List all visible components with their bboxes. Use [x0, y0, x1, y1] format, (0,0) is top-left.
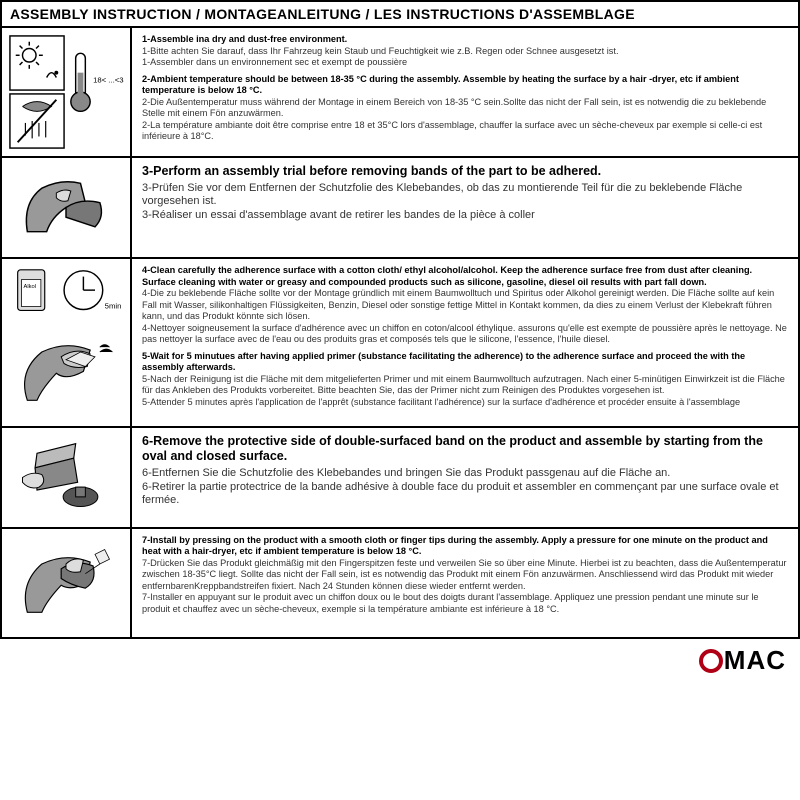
step-2: 2-Ambient temperature should be between … [142, 74, 788, 143]
step-sub-de: 7-Drücken Sie das Produkt gleichmäßig mi… [142, 558, 786, 591]
step-sub-fr: 6-Retirer la partie protectrice de la ba… [142, 481, 788, 509]
step-3: 3-Perform an assembly trial before remov… [142, 164, 788, 223]
icon-cell-4 [2, 428, 132, 527]
step-1: 1-Assemble ina dry and dust-free environ… [142, 34, 788, 69]
icon-cell-5 [2, 529, 132, 638]
text-cell-4: 6-Remove the protective side of double-s… [132, 428, 798, 527]
step-sub-fr: 3-Réaliser un essai d'assemblage avant d… [142, 209, 788, 223]
text-cell-3: 4-Clean carefully the adherence surface … [132, 259, 798, 426]
peel-tape-icon [8, 434, 124, 521]
step-sub-fr: 5-Attender 5 minutes après l'application… [142, 397, 740, 407]
step-head: 3-Perform an assembly trial before remov… [142, 164, 788, 180]
step-sub-de: 2-Die Außentemperatur muss während der M… [142, 97, 766, 119]
step-head: 6-Remove the protective side of double-s… [142, 434, 788, 465]
step-sub-fr: 2-La température ambiante doit être comp… [142, 120, 762, 142]
brand-logo: MAC [699, 645, 786, 676]
step-head: 5-Wait for 5 minutues after having appli… [142, 351, 745, 373]
logo-o-icon [699, 649, 723, 673]
icon-cell-1: 18< ...<35 C [2, 28, 132, 156]
svg-text:5min: 5min [105, 301, 122, 310]
step-row-5: 7-Install by pressing on the product wit… [2, 529, 798, 638]
step-head: 1-Assemble ina dry and dust-free environ… [142, 34, 347, 44]
temperature-icon: 18< ...<35 C [8, 34, 124, 150]
step-head: 4-Clean carefully the adherence surface … [142, 265, 752, 287]
press-install-icon [8, 535, 124, 632]
step-sub-de: 4-Die zu beklebende Fläche sollte vor de… [142, 288, 774, 321]
step-sub-fr: 7-Installer en appuyant sur le produit a… [142, 592, 759, 614]
step-sub-de: 6-Entfernen Sie die Schutzfolie des Kleb… [142, 467, 788, 481]
icon-cell-3: Alkol 5min [2, 259, 132, 426]
step-row-1: 18< ...<35 C 1-Assemble ina dry and dust… [2, 28, 798, 158]
svg-text:18< ...<35 C: 18< ...<35 C [93, 75, 124, 84]
clean-wait-icon: Alkol 5min [8, 265, 124, 420]
trial-fit-icon [8, 164, 124, 251]
step-5: 5-Wait for 5 minutues after having appli… [142, 351, 788, 409]
step-sub-de: 1-Bitte achten Sie darauf, dass Ihr Fahr… [142, 46, 619, 56]
step-sub-de: 5-Nach der Reinigung ist die Fläche mit … [142, 374, 785, 396]
svg-text:Alkol: Alkol [23, 284, 36, 290]
step-sub-fr: 4-Nettoyer soigneusement la surface d'ad… [142, 323, 787, 345]
step-sub-de: 3-Prüfen Sie vor dem Entfernen der Schut… [142, 182, 788, 210]
step-4: 4-Clean carefully the adherence surface … [142, 265, 788, 346]
title-bar: ASSEMBLY INSTRUCTION / MONTAGEANLEITUNG … [2, 2, 798, 28]
logo-text: MAC [724, 645, 786, 676]
step-row-3: Alkol 5min 4-Clean carefully the adheren… [2, 259, 798, 428]
step-row-2: 3-Perform an assembly trial before remov… [2, 158, 798, 259]
logo-wrap: MAC [0, 639, 800, 678]
step-6: 6-Remove the protective side of double-s… [142, 434, 788, 509]
instruction-sheet: ASSEMBLY INSTRUCTION / MONTAGEANLEITUNG … [0, 0, 800, 639]
text-cell-1: 1-Assemble ina dry and dust-free environ… [132, 28, 798, 156]
text-cell-5: 7-Install by pressing on the product wit… [132, 529, 798, 638]
step-sub-fr: 1-Assembler dans un environnement sec et… [142, 57, 407, 67]
step-7: 7-Install by pressing on the product wit… [142, 535, 788, 616]
icon-cell-2 [2, 158, 132, 257]
step-row-4: 6-Remove the protective side of double-s… [2, 428, 798, 529]
text-cell-2: 3-Perform an assembly trial before remov… [132, 158, 798, 257]
step-head: 2-Ambient temperature should be between … [142, 74, 739, 96]
step-head: 7-Install by pressing on the product wit… [142, 535, 768, 557]
